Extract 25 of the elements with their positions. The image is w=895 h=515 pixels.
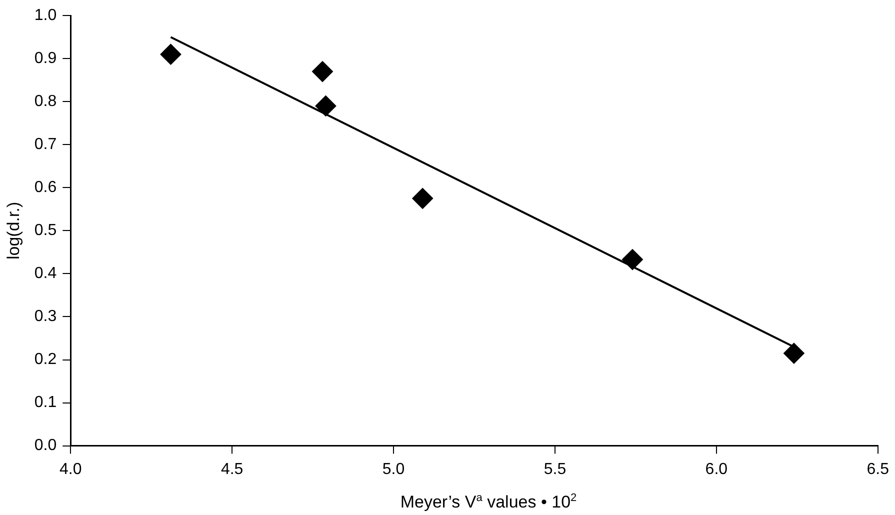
x-tick-label: 5.5 — [544, 460, 566, 478]
point — [315, 95, 336, 116]
y-tick-label: 0.3 — [34, 308, 57, 326]
y-tick-label: 1.0 — [34, 7, 57, 24]
point — [783, 342, 804, 364]
y-tick-label: 0.0 — [34, 437, 57, 454]
point — [412, 188, 434, 209]
y-tick-label: 0.9 — [34, 50, 57, 68]
y-axis-title: log(d.r.) — [4, 202, 23, 260]
y-tick-label: 0.8 — [34, 93, 57, 110]
y-tick-label: 0.6 — [34, 179, 57, 196]
point — [160, 44, 182, 65]
x-tick-label: 5.0 — [382, 460, 405, 478]
point — [622, 249, 643, 270]
y-tick-label: 0.1 — [34, 394, 57, 412]
y-tick-label: 0.5 — [34, 222, 57, 240]
y-tick-label: 0.7 — [34, 136, 57, 154]
x-axis-title: Meyer’s V$^{a}$ values • 10$^{2}$ — [399, 491, 578, 513]
y-tick-label: 0.2 — [34, 351, 57, 368]
x-tick-label: 6.0 — [705, 460, 728, 478]
point — [312, 61, 333, 82]
x-tick-label: 4.5 — [220, 460, 244, 478]
y-tick-label: 0.4 — [34, 265, 57, 282]
x-tick-label: 6.5 — [866, 460, 890, 478]
x-tick-label: 4.0 — [60, 460, 82, 478]
